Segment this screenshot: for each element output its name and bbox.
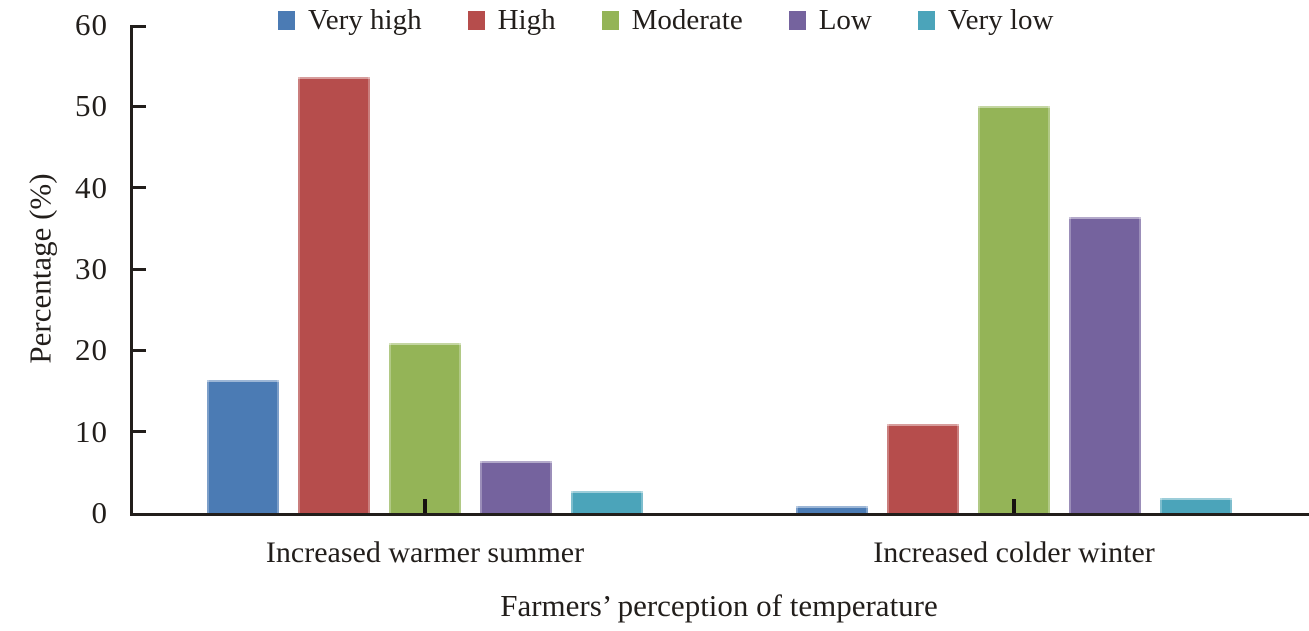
legend-label: Moderate [631, 3, 743, 36]
bar-high-group-2 [887, 424, 959, 513]
bar-very-low-group-2 [1160, 498, 1232, 513]
plot-area [130, 25, 1309, 516]
legend-item-moderate: Moderate [601, 3, 743, 36]
legend-label: Very low [947, 3, 1054, 36]
y-tick-label-20: 20 [75, 332, 108, 368]
y-axis-title: Percentage (%) [22, 173, 58, 364]
bar-low-group-2 [1069, 216, 1141, 513]
legend-swatch-icon [467, 10, 485, 30]
legend-swatch-icon [917, 10, 935, 30]
bar-moderate-group-1 [389, 343, 461, 513]
bar-very-low-group-1 [571, 491, 643, 513]
legend-swatch-icon [278, 10, 295, 30]
legend: Very high High Moderate Low Very low [278, 2, 1053, 38]
bar-high-group-1 [298, 77, 370, 513]
y-tick-60 [133, 25, 146, 28]
legend-swatch-icon [788, 10, 806, 30]
y-tick-10 [133, 430, 146, 434]
y-tick-label-40: 40 [75, 169, 108, 205]
bar-very-high-group-2 [796, 505, 868, 513]
y-tick-label-50: 50 [75, 88, 108, 124]
legend-item-very-high: Very high [278, 3, 422, 36]
x-axis-title: Farmers’ perception of temperature [500, 588, 938, 623]
y-tick-label-10: 10 [75, 413, 108, 449]
bar-low-group-1 [480, 460, 552, 513]
y-axis-tick-labels: 0 10 20 30 40 50 60 [36, 9, 108, 528]
y-tick-20 [133, 348, 146, 352]
y-tick-label-60: 60 [75, 6, 108, 42]
legend-label: Low [818, 3, 872, 36]
y-tick-label-30: 30 [75, 250, 108, 286]
bar-very-high-group-1 [207, 379, 279, 513]
x-tick-1 [423, 499, 427, 513]
legend-label: Very high [308, 3, 422, 36]
legend-swatch-icon [601, 10, 619, 30]
legend-item-low: Low [788, 3, 872, 36]
category-label-1: Increased warmer summer [265, 536, 585, 569]
legend-item-very-low: Very low [917, 3, 1054, 36]
y-tick-label-0: 0 [91, 494, 108, 530]
legend-label: High [497, 3, 556, 36]
category-label-2: Increased colder winter [873, 536, 1155, 569]
y-tick-50 [133, 104, 146, 108]
y-tick-40 [133, 186, 146, 190]
bar-moderate-group-2 [978, 106, 1050, 513]
legend-item-high: High [467, 3, 556, 36]
x-tick-2 [1012, 499, 1016, 513]
y-tick-30 [133, 267, 146, 271]
